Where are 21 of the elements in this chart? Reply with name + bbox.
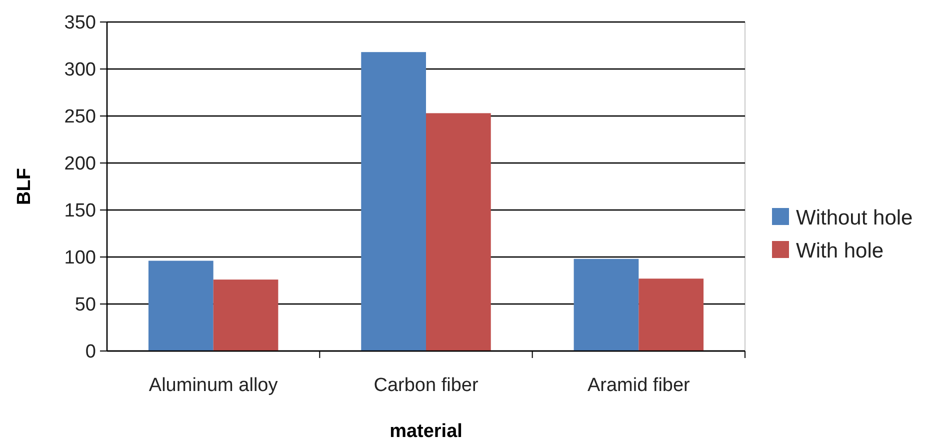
bar bbox=[361, 52, 426, 351]
y-tick-label: 50 bbox=[74, 294, 96, 316]
x-tick-label: Carbon fiber bbox=[374, 375, 479, 396]
legend-label: Without hole bbox=[796, 206, 913, 230]
y-axis-title: BLF bbox=[14, 168, 35, 205]
y-tick-label: 200 bbox=[64, 154, 96, 175]
y-tick-label: 100 bbox=[64, 248, 96, 269]
x-axis-title: material bbox=[390, 421, 462, 441]
y-tick-label: 250 bbox=[64, 106, 96, 128]
bar bbox=[574, 258, 639, 351]
y-tick-label: 350 bbox=[64, 12, 96, 34]
bar bbox=[638, 278, 704, 351]
y-tick-label: 150 bbox=[64, 200, 96, 222]
y-tick-label: 0 bbox=[85, 342, 96, 363]
bar bbox=[148, 260, 214, 351]
x-tick-label: Aluminum alloy bbox=[148, 375, 278, 396]
legend-label: With hole bbox=[796, 239, 884, 262]
x-tick-label: Aramid fiber bbox=[587, 375, 691, 396]
bar bbox=[426, 113, 491, 351]
y-tick-label: 300 bbox=[64, 60, 96, 81]
bar bbox=[213, 280, 278, 351]
